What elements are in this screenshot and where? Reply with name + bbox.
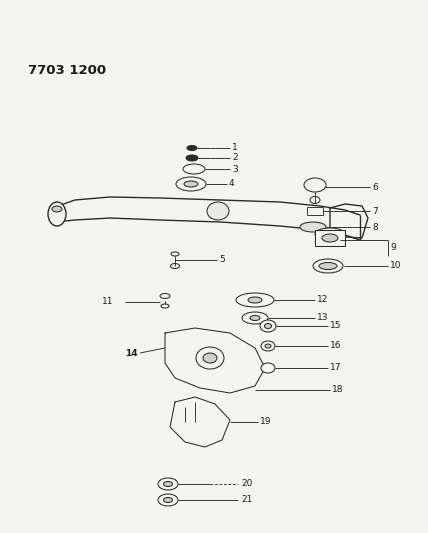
Text: 7703 1200: 7703 1200 (28, 63, 106, 77)
Ellipse shape (158, 478, 178, 490)
Text: 7: 7 (372, 206, 378, 215)
Ellipse shape (196, 347, 224, 369)
Ellipse shape (250, 316, 260, 320)
Ellipse shape (248, 297, 262, 303)
Text: 8: 8 (372, 222, 378, 231)
Text: 6: 6 (372, 182, 378, 191)
Text: 3: 3 (232, 165, 238, 174)
Ellipse shape (163, 497, 172, 503)
Ellipse shape (183, 164, 205, 174)
Ellipse shape (207, 202, 229, 220)
Text: 4: 4 (229, 180, 235, 189)
Ellipse shape (310, 197, 320, 204)
Ellipse shape (319, 262, 337, 270)
Ellipse shape (315, 228, 345, 240)
Text: 10: 10 (390, 262, 401, 271)
Ellipse shape (161, 304, 169, 308)
Ellipse shape (163, 481, 172, 487)
Bar (315, 230, 345, 246)
Text: 11: 11 (101, 297, 113, 306)
Ellipse shape (187, 146, 197, 150)
Text: 13: 13 (317, 313, 329, 322)
Ellipse shape (313, 259, 343, 273)
Ellipse shape (52, 206, 62, 212)
Ellipse shape (186, 155, 198, 161)
Ellipse shape (261, 341, 275, 351)
Ellipse shape (265, 324, 271, 328)
Ellipse shape (160, 294, 170, 298)
Ellipse shape (236, 293, 274, 307)
Ellipse shape (176, 177, 206, 191)
Ellipse shape (184, 181, 198, 187)
Ellipse shape (171, 252, 179, 256)
Ellipse shape (260, 320, 276, 332)
Text: 21: 21 (241, 496, 253, 505)
Ellipse shape (158, 494, 178, 506)
Ellipse shape (203, 353, 217, 363)
Ellipse shape (261, 363, 275, 373)
Text: 19: 19 (260, 417, 271, 426)
Text: 9: 9 (390, 244, 396, 253)
Text: 20: 20 (241, 480, 253, 489)
Text: 18: 18 (332, 385, 344, 394)
Text: 16: 16 (330, 342, 342, 351)
Ellipse shape (322, 234, 338, 242)
Text: 12: 12 (317, 295, 328, 304)
Ellipse shape (304, 178, 326, 192)
Text: 17: 17 (330, 364, 342, 373)
Ellipse shape (300, 222, 326, 232)
Text: 1: 1 (232, 143, 238, 152)
Ellipse shape (48, 202, 66, 226)
Ellipse shape (265, 344, 271, 348)
Text: 15: 15 (330, 321, 342, 330)
Ellipse shape (170, 263, 179, 269)
Ellipse shape (242, 312, 268, 324)
Text: 2: 2 (232, 154, 238, 163)
Text: 5: 5 (219, 255, 225, 264)
Text: 14: 14 (125, 349, 138, 358)
